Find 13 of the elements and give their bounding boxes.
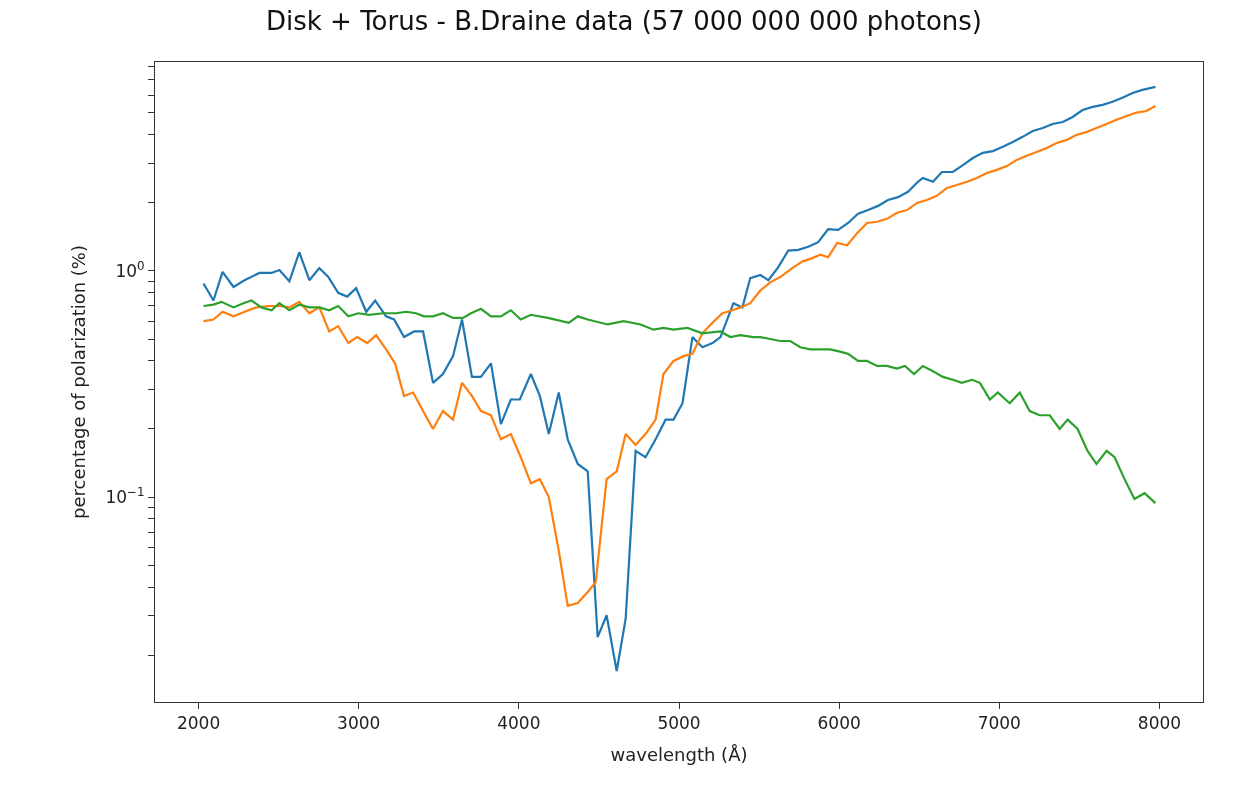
x-tick-label: 6000 [817,713,861,734]
y-tick-label: 10$^{0}$ [115,258,145,281]
x-tick-label: 4000 [497,713,541,734]
x-tick-label: 3000 [337,713,381,734]
y-axis-title: percentage of polarization (%) [67,245,89,519]
line-series [202,299,1157,505]
x-tick-label: 7000 [977,713,1021,734]
x-tick-label: 2000 [176,713,221,734]
y-tick-label: 10$^{−1}$ [105,484,145,507]
x-tick-label: 5000 [657,713,701,734]
x-tick-label: 8000 [1137,713,1182,734]
x-axis-title: wavelength (Å) [610,743,748,765]
chart-title: Disk + Torus - B.Draine data (57 000 000 000 photons) [265,6,983,37]
